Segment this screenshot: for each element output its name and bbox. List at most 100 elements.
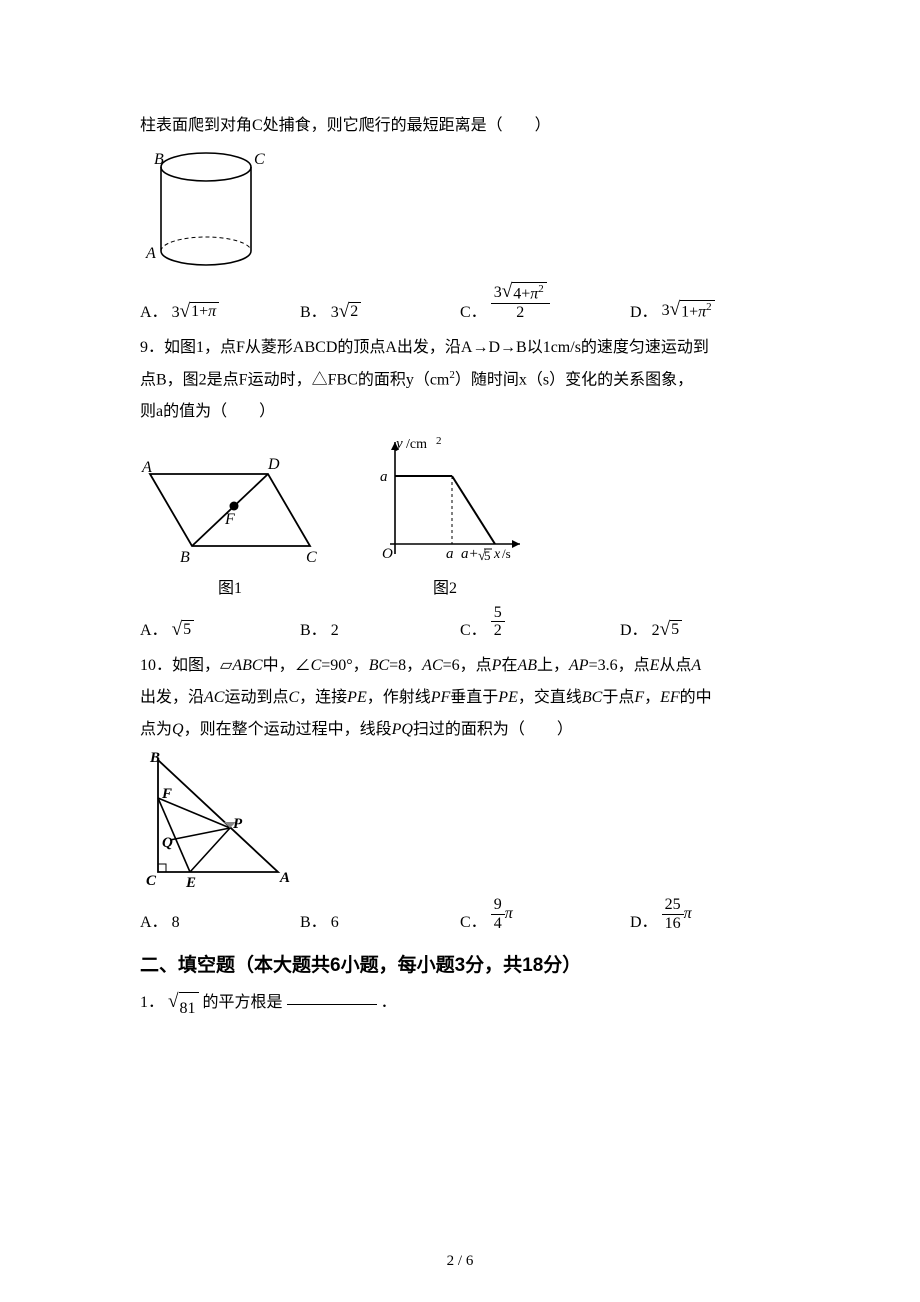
q9-line1: 9．如图1，点F从菱形ABCD的顶点A出发，沿A→D→B以1cm/s的速度匀速运…: [140, 332, 780, 364]
q9-figure1-caption: 图1: [140, 574, 320, 598]
svg-text:B: B: [180, 549, 190, 566]
q10-l2f: ，交直线: [518, 689, 582, 706]
svg-text:A: A: [279, 870, 290, 886]
q9-opt-c: 52: [491, 604, 505, 640]
q10-l1c: =90°，: [321, 657, 368, 674]
svg-text:x: x: [493, 547, 501, 562]
q9-figure2-caption: 图2: [360, 574, 530, 598]
q9-opt-b: 2: [331, 622, 339, 640]
q10-l1g: 上，: [537, 657, 569, 674]
q9-l2b: ）随时间x（s）变化的关系图象，: [455, 371, 693, 388]
q9-num: 9．: [140, 339, 164, 356]
q10-l2d: ，作射线: [367, 689, 431, 706]
f1-end: ．: [381, 994, 397, 1011]
q10-l2i: 的中: [680, 689, 712, 706]
q8-opt-a-label: A．: [140, 298, 168, 322]
q8-opt-a: 3√1+π: [172, 302, 220, 322]
q8-opt-c-label: C．: [460, 298, 487, 322]
svg-text:5: 5: [484, 548, 491, 563]
q9-figures: A D B C F 图1 y /cm 2 a O a: [140, 434, 780, 598]
svg-text:E: E: [185, 875, 196, 890]
svg-text:a+: a+: [461, 546, 479, 562]
q8-cylinder-figure: B C A: [136, 146, 286, 276]
svg-text:B: B: [154, 151, 164, 168]
q9-opt-a: √5: [172, 620, 195, 640]
q10-l1a: 如图，: [172, 657, 220, 674]
svg-text:2: 2: [436, 435, 442, 447]
q10-l2a: 出发，沿: [140, 689, 204, 706]
svg-text:F: F: [224, 511, 235, 528]
svg-text:C: C: [254, 151, 265, 168]
q8-tail: 柱表面爬到对角C处捕食，则它爬行的最短距离是（ ）: [140, 110, 780, 142]
q10-l1e: =6，点: [443, 657, 492, 674]
svg-text:y: y: [394, 436, 403, 452]
f1-tail: 的平方根是: [203, 994, 283, 1011]
q10-l3c: 扫过的面积为（ ）: [413, 721, 573, 738]
q10-l1d: =8，: [389, 657, 422, 674]
q9-opt-d: 2√5: [652, 620, 683, 640]
q9-l1: 如图1，点F从菱形ABCD的顶点A出发，沿A→D→B以1cm/s的速度匀速运动到: [164, 339, 709, 356]
q8-opt-d-label: D．: [630, 298, 658, 322]
svg-text:C: C: [306, 549, 317, 566]
svg-text:Q: Q: [162, 835, 173, 851]
f1-blank: [287, 1004, 377, 1005]
q10-l2c: ，连接: [299, 689, 347, 706]
q9-options: A． √5 B． 2 C． 52 D． 2√5: [140, 604, 780, 640]
svg-text:A: A: [145, 245, 156, 262]
svg-text:a: a: [380, 469, 388, 485]
section2-title: 二、填空题（本大题共6小题，每小题3分，共18分）: [140, 950, 780, 977]
page: 柱表面爬到对角C处捕食，则它爬行的最短距离是（ ） B C A A． 3√1+π…: [0, 0, 920, 1302]
f1-num: 1．: [140, 994, 164, 1011]
q9-l2a: 点B，图2是点F运动时，△FBC的面积y（cm: [140, 371, 449, 388]
q9-opt-b-label: B．: [300, 616, 327, 640]
q10-opt-a: 8: [172, 914, 180, 932]
q10-line1: 10．如图，▱ABC中，∠C=90°，BC=8，AC=6，点P在AB上，AP=3…: [140, 650, 780, 682]
svg-text:O: O: [382, 546, 393, 562]
q10-opt-b: 6: [331, 914, 339, 932]
svg-text:/s: /s: [502, 546, 511, 561]
svg-text:C: C: [146, 873, 157, 889]
q10-l1b: 中，∠: [263, 657, 311, 674]
svg-text:D: D: [267, 456, 280, 473]
q9-opt-d-label: D．: [620, 616, 648, 640]
q9-opt-c-label: C．: [460, 616, 487, 640]
q10-opt-b-label: B．: [300, 908, 327, 932]
q9-opt-a-label: A．: [140, 616, 168, 640]
svg-text:F: F: [161, 786, 172, 802]
q8-options: A． 3√1+π B． 3√2 C． 3√4+π2 2 D． 3√1+π2: [140, 282, 780, 322]
q10-l1i: 从点: [659, 657, 691, 674]
q9-line2: 点B，图2是点F运动时，△FBC的面积y（cm2）随时间x（s）变化的关系图象，: [140, 364, 780, 396]
q8-opt-b: 3√2: [331, 302, 362, 322]
svg-text:/cm: /cm: [406, 437, 427, 452]
q9-figure1: A D B C F 图1: [140, 454, 320, 598]
svg-text:P: P: [233, 816, 243, 832]
svg-text:B: B: [149, 750, 160, 766]
q9-line3: 则a的值为（ ）: [140, 396, 780, 428]
svg-text:a: a: [446, 546, 454, 562]
q10-line2: 出发，沿AC运动到点C，连接PE，作射线PF垂直于PE，交直线BC于点F，EF的…: [140, 682, 780, 714]
q8-opt-d: 3√1+π2: [662, 300, 715, 321]
q10-num: 10．: [140, 657, 172, 674]
q10-l2e: 垂直于: [450, 689, 498, 706]
q10-l2b: 运动到点: [224, 689, 288, 706]
q10-options: A． 8 B． 6 C． 94π D． 2516π: [140, 896, 780, 932]
q10-line3: 点为Q，则在整个运动过程中，线段PQ扫过的面积为（ ）: [140, 714, 780, 746]
fill-q1: 1． √81 的平方根是 ．: [140, 987, 780, 1025]
q8-opt-b-label: B．: [300, 298, 327, 322]
svg-text:A: A: [141, 459, 152, 476]
q10-l1h: =3.6，点: [589, 657, 650, 674]
q10-l3a: 点为: [140, 721, 172, 738]
q10-l2g: 于点: [602, 689, 634, 706]
q10-opt-d: 2516π: [662, 896, 692, 932]
q10-figure: B F P Q C E A: [138, 750, 298, 890]
q10-opt-c: 94π: [491, 896, 513, 932]
q10-l2h: ，: [644, 689, 660, 706]
q10-l1f: 在: [501, 657, 517, 674]
page-footer: 2 / 6: [0, 1253, 920, 1270]
q8-opt-c: 3√4+π2 2: [491, 282, 550, 322]
q10-opt-d-label: D．: [630, 908, 658, 932]
q9-figure2: y /cm 2 a O a a+ √ 5 x /s 图2: [360, 434, 530, 598]
q10-opt-c-label: C．: [460, 908, 487, 932]
q10-l3b: ，则在整个运动过程中，线段: [184, 721, 392, 738]
q10-opt-a-label: A．: [140, 908, 168, 932]
